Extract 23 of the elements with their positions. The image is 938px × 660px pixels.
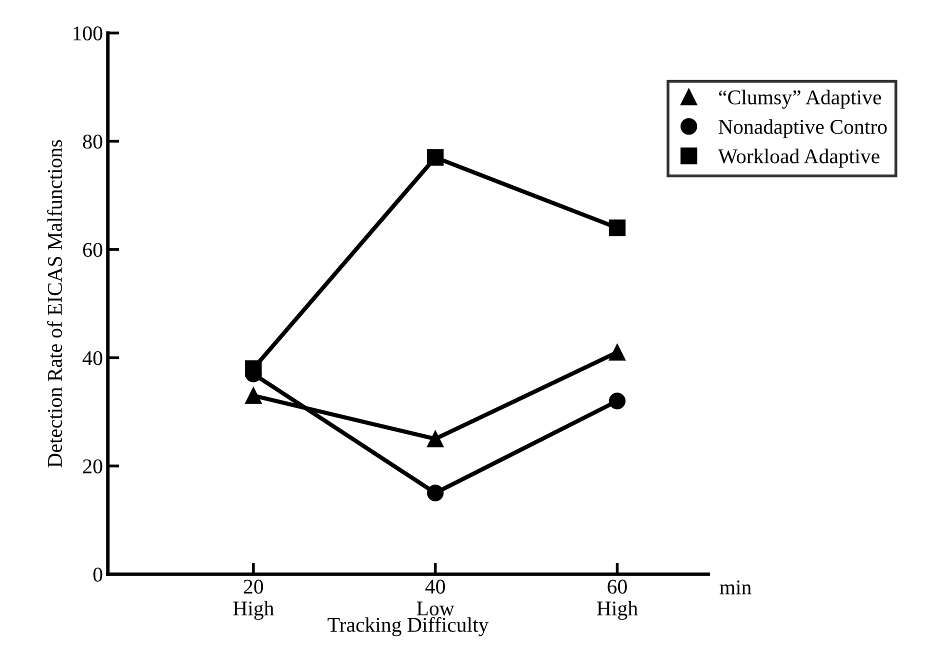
y-tick-label: 0 bbox=[93, 568, 102, 582]
x-tick-label: 20 High bbox=[233, 580, 274, 620]
y-tick-label: 60 bbox=[83, 242, 102, 257]
x-tick-label: 60 High bbox=[597, 580, 638, 620]
y-axis-title: Detection Rate of EICAS Malfunctions bbox=[47, 140, 62, 468]
y-tick-label: 40 bbox=[82, 351, 102, 366]
point bbox=[608, 344, 626, 361]
legend-label: Nonadaptive Contro bbox=[718, 119, 887, 138]
point bbox=[245, 387, 262, 404]
y-tick-label: 80 bbox=[82, 134, 102, 149]
point bbox=[245, 360, 262, 377]
text: min bbox=[720, 580, 752, 594]
point bbox=[608, 392, 626, 410]
point bbox=[426, 430, 444, 448]
x-axis-title: Tracking Difficulty bbox=[328, 617, 489, 636]
x-tick-label: 40 Low bbox=[416, 580, 454, 616]
legend-label: “Clumsy” Adaptive bbox=[719, 90, 882, 109]
y-tick-label: 20 bbox=[83, 459, 102, 474]
legend-label: Workload Adaptive bbox=[718, 148, 880, 168]
point bbox=[608, 220, 626, 236]
point bbox=[426, 149, 444, 166]
point bbox=[426, 484, 444, 502]
y-tick-label: 100 bbox=[74, 26, 102, 40]
